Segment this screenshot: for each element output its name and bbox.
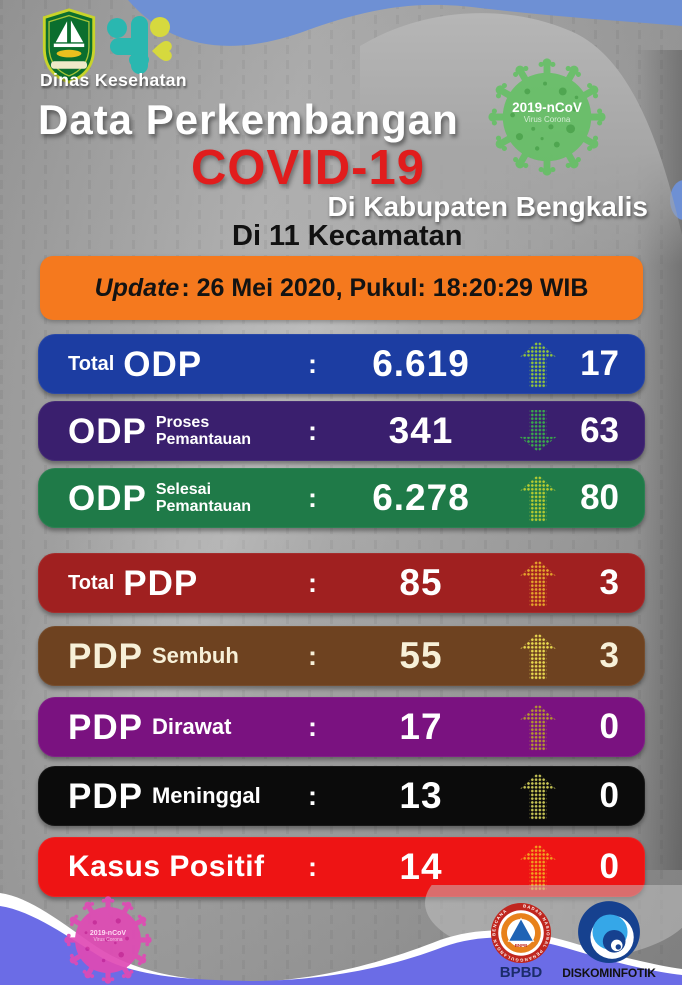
stat-delta: 17 <box>580 344 619 383</box>
colon: : <box>308 640 317 671</box>
stat-value: 6.619 <box>372 343 470 384</box>
kemenkes-health-logo <box>107 16 172 74</box>
stat-value: 341 <box>388 410 454 451</box>
diskominfotik-label: DISKOMINFOTIK <box>562 966 656 980</box>
stat-label: PDP Meninggal <box>68 776 261 816</box>
colon: : <box>308 415 317 446</box>
stat-row-total-odp: Total ODP : 6.619 17 <box>38 334 645 394</box>
stat-label: ODP Proses Pemantauan <box>68 411 251 451</box>
stat-row-pdp-sembuh: PDP Sembuh : 55 3 <box>38 626 645 686</box>
stat-value: 17 <box>399 706 443 747</box>
trend-up-arrow-icon <box>519 843 557 891</box>
poster-subtitle-region: Di Kabupaten Bengkalis <box>327 191 648 222</box>
trend-up-arrow-icon <box>519 340 557 388</box>
agency-name: Dinas Kesehatan <box>40 70 188 90</box>
trend-up-arrow-icon <box>519 703 557 751</box>
colon: : <box>308 348 317 379</box>
colon: : <box>308 711 317 742</box>
colon: : <box>308 851 317 882</box>
top-blue-wave <box>128 0 682 46</box>
trend-up-arrow-icon <box>519 772 557 820</box>
virus-label: 2019-nCoV <box>512 100 582 115</box>
virus-shape <box>64 896 152 984</box>
stat-row-total-pdp: Total PDP : 85 3 <box>38 553 645 613</box>
poster-title-covid: COVID-19 <box>191 141 426 195</box>
update-banner-text: : 26 Mei 2020, Pukul: 18:20:29 WIB <box>181 273 589 302</box>
stat-value: 85 <box>399 562 443 603</box>
virus-label: 2019-nCoV <box>89 930 127 937</box>
colon: : <box>308 567 317 598</box>
stat-row-odp-selesai: ODP Selesai Pemantauan : 6.278 80 <box>38 468 645 528</box>
update-banner: Update : 26 Mei 2020, Pukul: 18:20:29 WI… <box>40 256 643 320</box>
bottom-blue-wave <box>0 906 682 985</box>
trend-up-arrow-icon <box>519 474 557 522</box>
virus-shape <box>488 58 606 176</box>
bpbd-label: BPBD <box>499 964 543 981</box>
stat-delta: 0 <box>599 776 619 815</box>
stat-row-pdp-dirawat: PDP Dirawat : 17 0 <box>38 697 645 757</box>
stat-label: Total ODP <box>68 344 203 384</box>
stat-delta: 3 <box>599 636 619 675</box>
update-banner-prefix: Update <box>94 273 180 302</box>
poster-subtitle-districts: Di 11 Kecamatan <box>232 220 463 252</box>
stats-list: Total ODP : 6.619 17 ODP Proses Pemantaua… <box>38 334 645 897</box>
coronavirus-icon-pink: 2019-nCoV Virus Corona <box>64 896 152 984</box>
stat-value: 14 <box>399 846 443 887</box>
trend-down-arrow-icon <box>518 410 558 452</box>
stat-delta: 63 <box>580 411 619 450</box>
colon: : <box>308 482 317 513</box>
stat-label: Kasus Positif <box>68 850 265 883</box>
stat-row-pdp-meninggal: PDP Meninggal : 13 0 <box>38 766 645 826</box>
stat-value: 55 <box>399 635 443 676</box>
poster-title-line1: Data Perkembangan <box>38 96 459 143</box>
trend-up-arrow-icon <box>519 632 557 680</box>
stat-label: PDP Dirawat <box>68 707 232 747</box>
bnpb-logo: BNPB BADAN NASIONAL PENANGGULANGAN BENCA… <box>490 902 552 964</box>
colon: : <box>308 780 317 811</box>
stat-delta: 3 <box>599 563 619 602</box>
stat-label: ODP Selesai Pemantauan <box>68 478 251 518</box>
stat-delta: 80 <box>580 478 619 517</box>
stat-label: PDP Sembuh <box>68 636 239 676</box>
stat-value: 6.278 <box>372 477 470 518</box>
stat-value: 13 <box>399 775 443 816</box>
stat-label: Total PDP <box>68 563 199 603</box>
stat-delta: 0 <box>599 707 619 746</box>
trend-up-arrow-icon <box>519 559 557 607</box>
virus-sublabel: Virus Corona <box>523 115 571 124</box>
stat-delta: 0 <box>599 847 619 886</box>
bnpb-center-text: BNPB <box>515 943 528 948</box>
bengkalis-crest-logo <box>42 8 96 84</box>
virus-sublabel: Virus Corona <box>93 937 123 943</box>
stat-row-odp-proses: ODP Proses Pemantauan : 341 63 <box>38 401 645 461</box>
coronavirus-icon: 2019-nCoV Virus Corona <box>488 58 606 176</box>
kominfo-logo <box>578 901 640 963</box>
